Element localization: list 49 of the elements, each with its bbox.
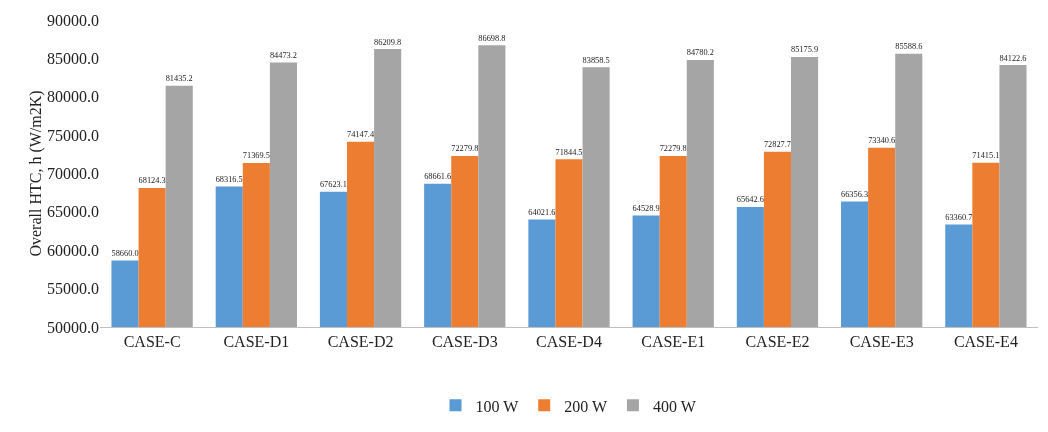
x-tick-label: CASE-E4	[953, 333, 1018, 351]
data-label: 84473.2	[269, 50, 297, 60]
legend-label: 400 W	[652, 397, 697, 415]
data-label: 85175.9	[791, 45, 819, 55]
y-tick-label: 55000.0	[47, 280, 99, 298]
data-label: 86209.8	[374, 37, 402, 47]
legend-label: 100 W	[475, 397, 520, 415]
y-tick-label: 75000.0	[47, 126, 99, 144]
x-tick-label: CASE-D2	[327, 333, 394, 351]
y-tick-label: 90000.0	[47, 11, 99, 29]
data-label: 72279.8	[659, 144, 687, 154]
data-label: 84780.2	[686, 48, 714, 58]
y-tick-label: 70000.0	[47, 165, 99, 183]
data-label: 64528.9	[632, 203, 660, 213]
x-tick-label: CASE-D3	[431, 333, 498, 351]
data-label: 63360.7	[945, 212, 973, 222]
x-tick-label: CASE-D1	[223, 333, 290, 351]
x-tick-label: CASE-E1	[641, 333, 706, 351]
data-label: 68124.3	[138, 176, 166, 186]
data-label: 68316.5	[215, 174, 243, 184]
data-label: 65642.6	[736, 195, 764, 205]
y-tick-label: 65000.0	[47, 203, 99, 221]
x-tick-label: CASE-E3	[849, 333, 914, 351]
y-tick-label: 60000.0	[47, 241, 99, 259]
data-label: 86698.8	[478, 33, 506, 43]
data-label: 71369.5	[242, 151, 270, 161]
data-label: 71844.5	[555, 147, 583, 157]
data-label: 84122.6	[999, 53, 1027, 63]
data-label: 72279.8	[451, 144, 479, 154]
y-axis-title: Overall HTC, h (W/m2K)	[27, 90, 45, 257]
data-label: 74147.4	[347, 130, 375, 140]
x-tick-label: CASE-E2	[745, 333, 810, 351]
data-label: 81435.2	[165, 74, 193, 84]
x-tick-label: CASE-D4	[536, 333, 602, 351]
data-label: 83858.5	[582, 55, 610, 65]
data-label: 71415.1	[972, 151, 1000, 161]
x-tick-label: CASE-C	[123, 333, 181, 351]
legend-label: 200 W	[564, 397, 608, 415]
data-label: 64021.6	[528, 207, 556, 217]
data-label: 68661.6	[424, 172, 452, 182]
data-label: 66356.3	[841, 189, 869, 199]
data-label: 73340.6	[868, 136, 896, 146]
y-tick-label: 80000.0	[47, 88, 99, 106]
data-label: 85588.6	[895, 42, 923, 52]
y-tick-label: 50000.0	[47, 318, 99, 336]
data-label: 67623.1	[319, 180, 347, 190]
data-label: 58660.0	[111, 248, 139, 258]
y-tick-label: 85000.0	[47, 49, 99, 67]
data-label: 72827.7	[763, 140, 791, 150]
